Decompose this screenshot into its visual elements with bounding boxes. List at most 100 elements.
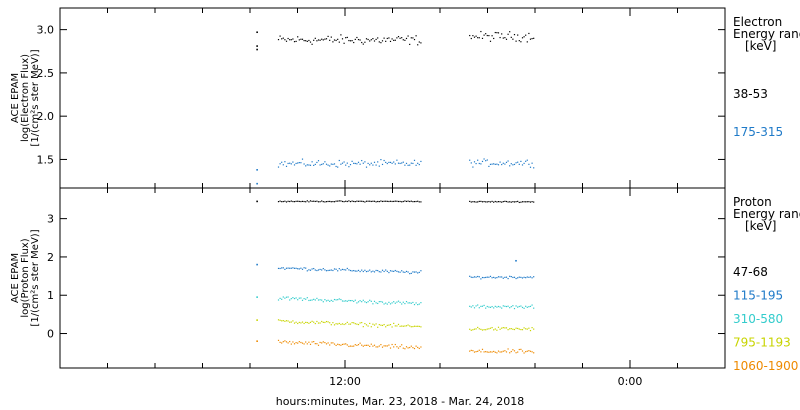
- data-point: [529, 38, 532, 40]
- data-point: [394, 163, 396, 165]
- data-point: [470, 349, 472, 351]
- data-point: [470, 162, 472, 164]
- data-point: [284, 161, 286, 163]
- legend-entry-proton: 310-580: [733, 312, 783, 326]
- data-point: [528, 327, 530, 329]
- data-point: [373, 344, 376, 346]
- data-point: [515, 201, 517, 203]
- data-point: [364, 161, 366, 163]
- data-point: [377, 346, 379, 348]
- data-point: [512, 201, 514, 203]
- data-point: [290, 298, 292, 300]
- data-point: [393, 39, 395, 41]
- data-point: [287, 267, 289, 269]
- data-point: [520, 276, 522, 278]
- data-point: [284, 268, 286, 270]
- data-point: [293, 164, 296, 166]
- data-point: [413, 271, 416, 273]
- data-point: [410, 272, 412, 274]
- data-point: [282, 320, 284, 322]
- data-point: [338, 41, 340, 43]
- data-point: [298, 39, 300, 41]
- data-point: [415, 200, 417, 203]
- data-point: [306, 321, 308, 324]
- data-point: [533, 37, 535, 39]
- data-point: [319, 39, 321, 41]
- data-point: [346, 200, 348, 203]
- data-point: [287, 162, 289, 165]
- data-point: [279, 341, 281, 343]
- data-point: [306, 270, 308, 272]
- data-point: [518, 201, 520, 204]
- data-point: [377, 161, 379, 163]
- data-point: [410, 200, 412, 202]
- data-point: [491, 351, 493, 353]
- data-point: [373, 300, 376, 302]
- data-point: [531, 162, 533, 164]
- data-point: [472, 201, 474, 203]
- data-point: [410, 326, 412, 328]
- data-point: [300, 322, 302, 324]
- data-point: [349, 300, 352, 302]
- data-point: [502, 200, 504, 203]
- data-point: [529, 276, 532, 278]
- data-point: [507, 329, 509, 331]
- data-point: [470, 201, 472, 203]
- data-point: [359, 39, 361, 41]
- data-point: [338, 322, 340, 325]
- data-point: [324, 269, 326, 271]
- data-point: [513, 33, 516, 36]
- data-point: [494, 277, 496, 279]
- data-point: [504, 37, 506, 39]
- data-point: [521, 201, 524, 203]
- data-point: [317, 160, 320, 162]
- data-point: [517, 351, 519, 353]
- data-point: [369, 200, 371, 202]
- data-point: [365, 301, 368, 304]
- data-point: [409, 164, 411, 166]
- data-point: [279, 297, 281, 299]
- data-point: [418, 303, 420, 305]
- data-point: [281, 161, 283, 163]
- data-point: [362, 162, 364, 164]
- data-point: [313, 321, 315, 323]
- data-point: [391, 270, 393, 272]
- data-point: [346, 36, 348, 39]
- data-point: [504, 163, 506, 165]
- data-point: [407, 35, 409, 37]
- data-point: [493, 350, 495, 353]
- data-point: [483, 329, 485, 331]
- data-point: [396, 270, 398, 272]
- data-point: [317, 322, 320, 324]
- data-point: [351, 299, 353, 302]
- data-point: [420, 346, 422, 348]
- data-point: [501, 276, 503, 278]
- data-point: [305, 267, 307, 269]
- data-point: [333, 163, 336, 165]
- data-point: [285, 341, 288, 343]
- data-point: [404, 164, 406, 166]
- data-point: [517, 200, 519, 203]
- data-point: [473, 36, 476, 38]
- data-point: [295, 321, 297, 323]
- data-point: [311, 341, 313, 343]
- data-point: [469, 328, 471, 330]
- data-point: [483, 304, 485, 307]
- data-point: [478, 307, 480, 309]
- data-point: [277, 339, 280, 341]
- data-point: [409, 43, 411, 46]
- data-point: [473, 307, 476, 309]
- data-point: [353, 345, 355, 347]
- data-point: [488, 200, 490, 203]
- data-point: [375, 323, 377, 325]
- data-point: [303, 40, 305, 42]
- data-point: [483, 34, 485, 36]
- data-point: [351, 40, 353, 42]
- data-point: [285, 201, 288, 203]
- data-point: [340, 323, 342, 326]
- data-point: [361, 344, 363, 346]
- data-point: [375, 164, 377, 166]
- data-point: [308, 299, 310, 302]
- data-point: [295, 200, 297, 202]
